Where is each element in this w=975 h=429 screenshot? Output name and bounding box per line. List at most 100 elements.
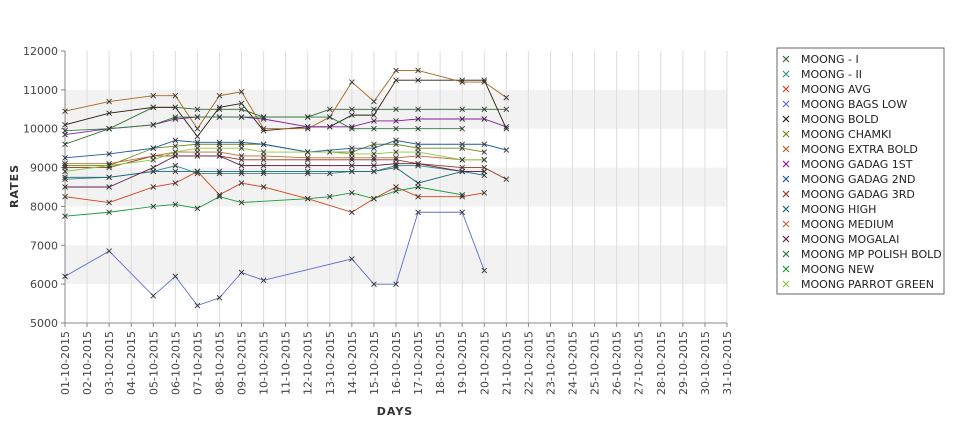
- data-point: [459, 106, 466, 113]
- data-point: [393, 77, 399, 83]
- y-tick-label: 12000: [23, 45, 58, 58]
- legend-marker: [782, 250, 790, 258]
- data-point: [371, 125, 377, 132]
- data-point: [481, 149, 488, 155]
- y-tick-label: 7000: [30, 239, 58, 252]
- data-point: [393, 106, 399, 113]
- data-point: [393, 155, 399, 161]
- data-point: [62, 184, 68, 190]
- data-point: [194, 168, 201, 175]
- x-tick-label: 22-10-2015: [522, 331, 535, 395]
- legend-item: MOONG GADAG 3RD: [782, 188, 915, 201]
- data-point: [349, 162, 355, 169]
- legend-item: MOONG HIGH: [782, 203, 876, 216]
- data-point: [260, 125, 267, 132]
- legend-marker: [782, 205, 790, 213]
- series-line: [64, 165, 485, 180]
- data-point: [304, 114, 311, 120]
- x-tick-label: 18-10-2015: [434, 331, 447, 395]
- data-point: [172, 168, 179, 175]
- data-point: [194, 145, 201, 151]
- data-point: [238, 106, 245, 113]
- legend-marker: [782, 145, 790, 153]
- data-point: [150, 156, 157, 163]
- data-point: [172, 104, 179, 111]
- data-point: [459, 191, 466, 198]
- x-tick-label: 20-10-2015: [478, 331, 491, 395]
- series-moong-gadag-2nd: [62, 137, 510, 161]
- data-point: [238, 88, 245, 95]
- data-point: [106, 174, 112, 181]
- data-point: [503, 176, 510, 183]
- data-point: [172, 273, 179, 280]
- legend-marker: [782, 130, 790, 138]
- data-point: [172, 92, 179, 99]
- legend-label: MOONG BAGS LOW: [801, 98, 907, 111]
- data-point: [150, 164, 157, 171]
- data-point: [415, 106, 421, 113]
- data-point: [415, 116, 421, 122]
- legend-label: MOONG CHAMKI: [801, 128, 891, 141]
- data-point: [393, 188, 399, 194]
- data-point: [415, 209, 421, 216]
- data-point: [349, 79, 355, 85]
- data-point: [503, 125, 510, 132]
- data-point: [304, 123, 311, 130]
- data-point: [172, 143, 179, 150]
- data-point: [106, 110, 112, 116]
- legend-item: MOONG EXTRA BOLD: [782, 143, 918, 156]
- data-point: [481, 141, 488, 148]
- data-point: [216, 193, 223, 200]
- legend-item: MOONG PARROT GREEN: [782, 278, 934, 291]
- x-tick-label: 07-10-2015: [191, 331, 204, 395]
- data-point: [503, 106, 510, 113]
- x-tick-label: 31-10-2015: [721, 331, 734, 395]
- y-tick-label: 5000: [30, 317, 58, 330]
- data-point: [415, 149, 421, 155]
- data-point: [481, 106, 488, 113]
- legend-label: MOONG GADAG 1ST: [801, 158, 913, 171]
- series-moong-mogalai: [62, 153, 488, 190]
- data-point: [150, 145, 157, 151]
- data-point: [238, 168, 245, 175]
- series-line: [64, 147, 485, 172]
- data-point: [216, 92, 223, 99]
- data-point: [62, 174, 68, 181]
- x-tick-label: 30-10-2015: [699, 331, 712, 395]
- series-line: [64, 186, 463, 217]
- data-point: [459, 209, 466, 216]
- series-line: [64, 211, 485, 307]
- data-point: [172, 162, 179, 169]
- data-point: [172, 114, 179, 120]
- data-point: [371, 145, 377, 151]
- x-tick-label: 05-10-2015: [147, 331, 160, 395]
- legend-marker: [782, 100, 790, 108]
- data-point: [216, 104, 223, 111]
- data-point: [150, 184, 157, 190]
- legend-marker: [782, 160, 790, 168]
- legend-label: MOONG HIGH: [801, 203, 876, 216]
- data-point: [481, 116, 488, 122]
- data-point: [304, 168, 311, 175]
- data-point: [260, 162, 267, 169]
- data-point: [150, 292, 157, 299]
- data-point: [393, 118, 399, 124]
- data-point: [194, 106, 201, 113]
- data-point: [194, 114, 201, 120]
- series-moong-mp-polish-bold: [62, 114, 466, 134]
- legend-item: MOONG - II: [782, 68, 862, 81]
- data-point: [216, 294, 223, 301]
- data-point: [238, 180, 245, 186]
- legend-item: MOONG GADAG 1ST: [782, 158, 913, 171]
- data-point: [371, 98, 377, 105]
- y-tick-label: 10000: [23, 123, 58, 136]
- series-moong-bags-low: [62, 209, 488, 309]
- data-point: [216, 139, 223, 146]
- data-point: [371, 195, 377, 202]
- data-point: [238, 199, 245, 206]
- data-point: [260, 114, 267, 120]
- data-point: [349, 125, 355, 132]
- data-point: [150, 122, 157, 128]
- x-tick-label: 29-10-2015: [677, 331, 690, 395]
- data-point: [62, 108, 68, 115]
